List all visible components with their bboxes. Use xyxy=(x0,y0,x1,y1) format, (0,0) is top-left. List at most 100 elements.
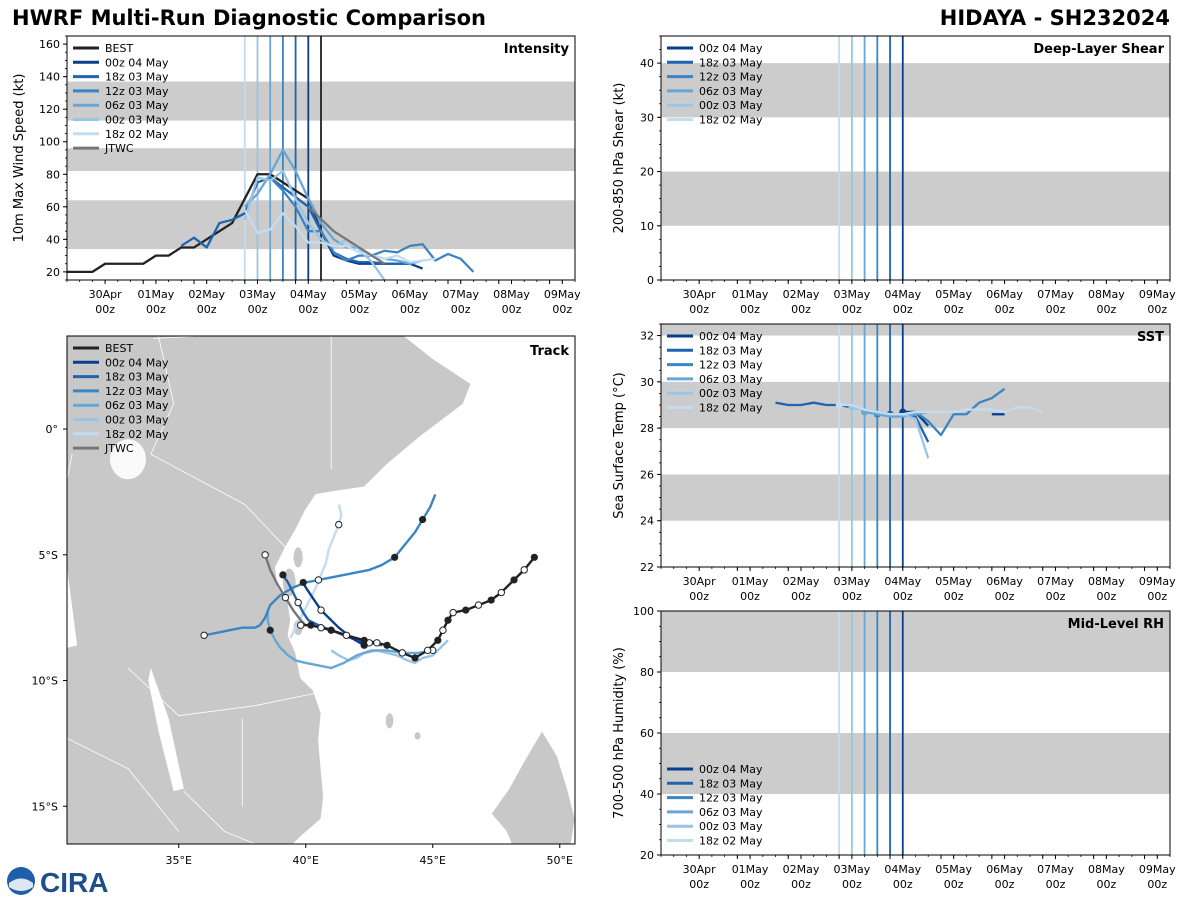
x-tick-label: 04May xyxy=(884,863,921,876)
noaa-wave-icon xyxy=(9,878,33,891)
x-tick-label: 50°E xyxy=(547,854,573,867)
x-tick-label: 05May xyxy=(341,288,378,301)
y-tick-label: 30 xyxy=(640,111,654,124)
y-axis-label: 10m Max Wind Speed (kt) xyxy=(12,74,27,243)
x-tick-label: 05May xyxy=(935,863,972,876)
x-tick-label: 00z xyxy=(944,878,964,891)
island xyxy=(414,732,421,740)
panel-title: Track xyxy=(530,344,569,359)
legend-label: BEST xyxy=(105,42,133,55)
x-tick-label: 05May xyxy=(935,288,972,301)
x-tick-label: 00z xyxy=(502,303,522,316)
y-tick-label: 100 xyxy=(633,605,654,618)
x-tick-label: 00z xyxy=(893,878,913,891)
y-axis-label: Sea Surface Temp (°C) xyxy=(612,372,627,519)
x-tick-label: 09May xyxy=(544,288,581,301)
series-line xyxy=(864,410,929,418)
y-tick-label: 120 xyxy=(39,103,60,116)
panel-title: Mid-Level RH xyxy=(1068,617,1164,632)
track-dot-open xyxy=(423,646,432,655)
legend-label: 18z 03 May xyxy=(699,344,763,357)
legend-label: 12z 03 May xyxy=(699,792,763,805)
x-tick-label: 00z xyxy=(791,878,811,891)
y-tick-label: 40 xyxy=(46,233,60,246)
x-tick-label: 00z xyxy=(146,303,166,316)
track-dot-open xyxy=(474,601,483,609)
y-tick-label: 40 xyxy=(640,788,654,801)
x-tick-label: 02May xyxy=(188,288,225,301)
track-dot-open xyxy=(314,576,323,584)
x-tick-label: 45°E xyxy=(420,854,446,867)
axes-frame xyxy=(66,335,576,845)
x-tick-label: 08May xyxy=(1088,863,1125,876)
y-tick-label: 22 xyxy=(640,561,654,574)
legend-label: 12z 03 May xyxy=(699,359,763,372)
legend-label: 18z 03 May xyxy=(699,777,763,790)
x-tick-label: 09May xyxy=(1139,575,1176,588)
track-dot-open xyxy=(296,621,305,629)
y-tick-label: 60 xyxy=(46,201,60,214)
legend-label: 06z 03 May xyxy=(699,373,763,386)
track-dot-filled xyxy=(419,515,427,524)
series-line xyxy=(243,209,436,264)
y-tick-label: 160 xyxy=(39,38,60,51)
legend-label: 18z 03 May xyxy=(699,56,763,69)
storm-title: HIDAYA - SH232024 xyxy=(939,6,1170,30)
track-dot-filled xyxy=(391,553,399,561)
x-tick-label: 02May xyxy=(783,863,820,876)
x-tick-label: 00z xyxy=(451,303,471,316)
track-dot-open xyxy=(317,624,325,632)
legend-label: 18z 02 May xyxy=(699,114,763,127)
track-line xyxy=(300,556,536,660)
x-tick-label: 05May xyxy=(935,575,972,588)
x-tick-label: 00z xyxy=(552,303,572,316)
x-tick-label: 00z xyxy=(1096,590,1116,603)
y-tick-label: 10 xyxy=(640,220,654,233)
track-dot-open xyxy=(373,639,381,647)
track-dot-open xyxy=(335,520,343,529)
y-tick-label: 5°S xyxy=(39,549,58,562)
x-tick-label: 00z xyxy=(740,590,760,603)
x-tick-label: 07May xyxy=(1037,288,1074,301)
island xyxy=(385,713,394,729)
x-tick-label: 00z xyxy=(893,303,913,316)
track-dot-filled xyxy=(360,636,368,644)
x-tick-label: 00z xyxy=(842,303,862,316)
track-dot-filled xyxy=(434,636,442,644)
x-tick-label: 00z xyxy=(1096,303,1116,316)
x-tick-label: 07May xyxy=(1037,575,1074,588)
shade-band xyxy=(661,63,1170,118)
track-dot-open xyxy=(342,631,351,639)
series-marker xyxy=(835,401,843,409)
country-border xyxy=(67,454,73,482)
track-dot-filled xyxy=(487,596,495,604)
x-tick-label: 00z xyxy=(791,590,811,603)
legend-label: 00z 03 May xyxy=(105,414,169,427)
plot-area xyxy=(67,36,575,280)
x-tick-label: 00z xyxy=(1046,590,1066,603)
x-tick-label: 00z xyxy=(995,878,1015,891)
x-tick-label: 00z xyxy=(689,590,709,603)
shade-band xyxy=(661,611,1170,672)
track-dot-filled xyxy=(307,621,315,629)
track-dot-filled xyxy=(266,626,274,634)
madagascar-landmass xyxy=(490,730,575,844)
x-tick-label: 00z xyxy=(1147,303,1167,316)
x-tick-label: 00z xyxy=(197,303,217,316)
track-dot-open xyxy=(439,626,447,634)
track-dot-open xyxy=(317,606,325,614)
country-border xyxy=(127,667,316,717)
track-dot-filled xyxy=(383,641,391,649)
legend-label: 00z 04 May xyxy=(105,356,169,369)
plot-area xyxy=(661,611,1170,855)
legend-label: 18z 03 May xyxy=(105,371,169,384)
y-tick-label: 40 xyxy=(640,57,654,70)
legend-label: 12z 03 May xyxy=(699,71,763,84)
x-tick-label: 03May xyxy=(834,575,871,588)
track-dot-open xyxy=(497,588,506,597)
cira-logo-text: CIRA xyxy=(40,867,108,898)
y-tick-label: 15°S xyxy=(32,800,58,813)
x-tick-label: 00z xyxy=(842,590,862,603)
